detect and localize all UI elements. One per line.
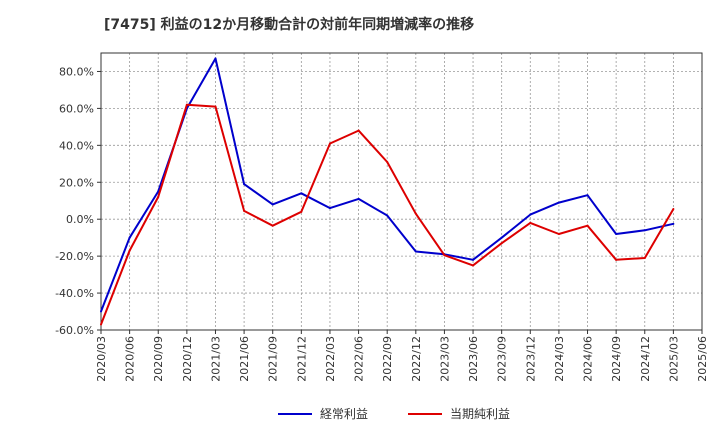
series-1-point	[414, 212, 417, 215]
series-0-point	[643, 229, 646, 232]
legend-label-junrieki: 当期純利益	[450, 407, 511, 421]
series-0-point	[672, 222, 675, 225]
series-1-point	[214, 105, 217, 108]
x-tick-label: 2022/03	[324, 336, 337, 382]
x-tick-label: 2024/12	[639, 336, 652, 382]
series-1-point	[100, 323, 102, 326]
x-tick-label: 2022/09	[381, 336, 394, 382]
series-0-point	[472, 258, 475, 261]
legend-swatch-keijo	[278, 412, 312, 415]
y-tick-label: -20.0%	[55, 250, 94, 263]
y-tick-labels: 80.0% 60.0% 40.0% 20.0% 0.0% -20.0% -40.0% -60.…	[55, 65, 94, 337]
y-tick-label: -40.0%	[55, 287, 94, 300]
y-tick-label: 20.0%	[59, 176, 94, 189]
x-tick-label: 2022/06	[353, 336, 366, 382]
chart-title: [7475] 利益の12か月移動合計の対前年同期増減率の推移	[104, 17, 475, 33]
x-tick-label: 2024/06	[582, 336, 595, 382]
series-1-point	[586, 224, 589, 227]
series-1-point	[328, 142, 331, 145]
x-tick-label: 2022/12	[410, 336, 423, 382]
x-tick-label: 2023/03	[438, 336, 451, 382]
x-tick-label: 2024/09	[610, 336, 623, 382]
series-0-point	[386, 214, 389, 217]
series-1-point	[643, 256, 646, 259]
series-1-point	[271, 224, 274, 227]
x-tick-label: 2024/03	[553, 336, 566, 382]
series-0-point	[615, 232, 618, 235]
series-0-point	[529, 213, 532, 216]
grid	[101, 53, 702, 330]
series-0-point	[557, 201, 560, 204]
series-0-point	[300, 192, 303, 195]
series-0-point	[357, 197, 360, 200]
legend-item-keijo: 経常利益	[278, 405, 368, 422]
x-tick-label: 2020/06	[124, 336, 137, 382]
x-tick-label: 2025/06	[696, 336, 709, 382]
series-0-point	[414, 250, 417, 253]
series-1-point	[357, 129, 360, 132]
series-0-point	[328, 207, 331, 210]
x-tick-label: 2023/06	[467, 336, 480, 382]
y-tick-label: 60.0%	[59, 102, 94, 115]
series-1-point	[672, 208, 675, 211]
series-1-point	[386, 160, 389, 163]
series-0-point	[100, 310, 102, 313]
series-0-point	[243, 183, 246, 186]
series-1-point	[243, 209, 246, 212]
series-lines	[100, 57, 675, 326]
series-0-point	[271, 203, 274, 206]
x-tick-label: 2023/09	[496, 336, 509, 382]
series-1-point	[443, 254, 446, 257]
y-tick-label: 40.0%	[59, 139, 94, 152]
series-1-point	[615, 258, 618, 261]
x-tick-label: 2021/03	[209, 336, 222, 382]
series-1-point	[529, 221, 532, 224]
x-tick-label: 2021/06	[238, 336, 251, 382]
y-tick-label: 80.0%	[59, 65, 94, 78]
series-0-point	[500, 236, 503, 239]
legend-swatch-junrieki	[408, 412, 442, 415]
y-tick-label: -60.0%	[55, 324, 94, 337]
x-tick-label: 2021/09	[267, 336, 280, 382]
x-tick-labels: 2020/03 2020/06 2020/09 2020/12 2021/03 2021/…	[95, 336, 709, 382]
series-1-point	[472, 264, 475, 267]
x-tick-label: 2020/03	[95, 336, 108, 382]
plot-area-frame	[100, 52, 703, 331]
x-tick-label: 2021/12	[295, 336, 308, 382]
legend-label-keijo: 経常利益	[320, 407, 369, 421]
series-1-point	[185, 103, 188, 106]
x-tick-label: 2025/03	[667, 336, 680, 382]
y-tick-label: 0.0%	[66, 213, 94, 226]
series-0-point	[586, 194, 589, 197]
x-tick-label: 2023/12	[524, 336, 537, 382]
series-1-point	[500, 242, 503, 245]
x-tick-label: 2020/09	[152, 336, 165, 382]
legend-item-junrieki: 当期純利益	[408, 405, 510, 422]
series-0-point	[128, 236, 131, 239]
series-1-point	[128, 249, 131, 252]
x-tick-label: 2020/12	[181, 336, 194, 382]
series-1-point	[557, 232, 560, 235]
series-1-point	[300, 210, 303, 213]
axes	[97, 52, 703, 334]
series-0-point	[214, 57, 217, 60]
series-1-point	[157, 196, 160, 199]
